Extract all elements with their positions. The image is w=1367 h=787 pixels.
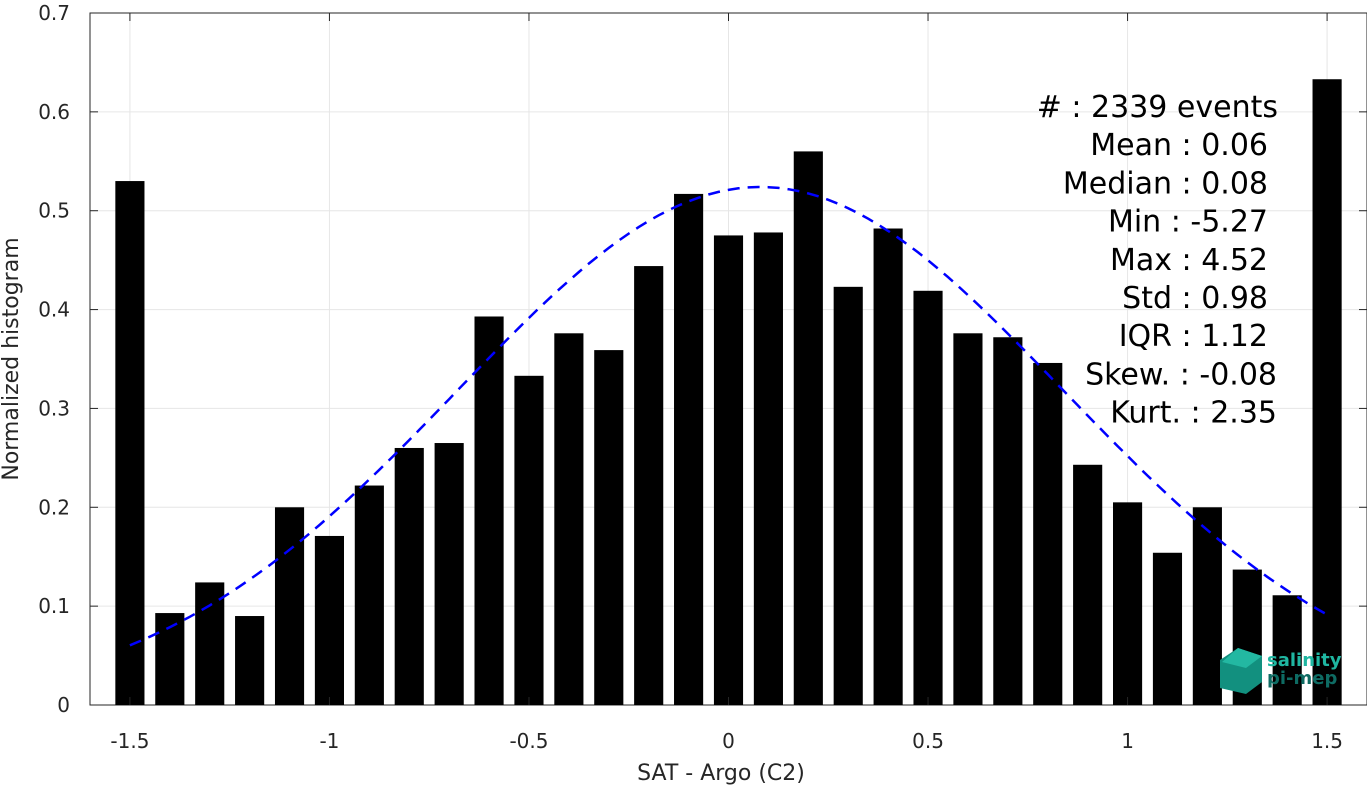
bar-13 [634, 266, 664, 705]
bars-group [115, 79, 1342, 706]
stat-line-0: # : 2339 events [1037, 90, 1278, 125]
bar-5 [314, 535, 345, 705]
y-tick-label-3: 0.3 [38, 396, 70, 420]
bar-16 [753, 232, 783, 705]
bar-17 [793, 151, 823, 705]
x-tick-label-4: 0.5 [912, 729, 944, 753]
bar-19 [873, 228, 903, 705]
bar-15 [713, 235, 744, 705]
stat-line-3: Min : -5.27 [1108, 205, 1268, 240]
y-tick-label-6: 0.6 [38, 100, 70, 124]
y-tick-label-4: 0.4 [38, 298, 70, 322]
bar-12 [594, 350, 624, 705]
bar-11 [554, 333, 584, 705]
x-axis-label: SAT - Argo (C2) [637, 761, 805, 786]
stat-line-6: IQR : 1.12 [1119, 319, 1268, 354]
y-axis-label: Normalized histogram [0, 237, 24, 480]
bar-30 [1312, 79, 1342, 706]
y-tick-label-5: 0.5 [38, 199, 70, 223]
stat-line-8: Kurt. : 2.35 [1110, 396, 1277, 431]
bar-22 [993, 337, 1023, 705]
bar-24 [1073, 464, 1103, 705]
y-axis-ticks: 0 0.1 0.2 0.3 0.4 0.5 0.6 0.7 [38, 1, 1367, 717]
bar-9 [474, 316, 504, 705]
bar-14 [674, 193, 704, 705]
x-tick-label-5: 1 [1121, 729, 1134, 753]
y-tick-label-2: 0.2 [38, 495, 70, 519]
bar-3 [235, 616, 265, 705]
bar-0 [115, 181, 145, 706]
x-axis-ticks: -1.5 -1 -0.5 0 0.5 1 1.5 [110, 13, 1343, 753]
x-tick-label-2: -0.5 [509, 729, 548, 753]
bar-20 [913, 290, 943, 705]
logo-text-line2: pi-mep [1267, 668, 1337, 689]
stat-line-2: Median : 0.08 [1063, 166, 1268, 201]
stat-line-5: Std : 0.98 [1122, 281, 1268, 316]
bar-23 [1033, 362, 1063, 705]
bar-6 [354, 485, 384, 705]
x-tick-label-6: 1.5 [1311, 729, 1343, 753]
bar-18 [833, 286, 863, 705]
logo-cube-face [1222, 648, 1262, 668]
bar-4 [274, 507, 305, 705]
logo-text-line1: salinity [1267, 650, 1342, 671]
stat-line-7: Skew. : -0.08 [1085, 357, 1277, 392]
bar-21 [953, 333, 983, 705]
bar-8 [434, 443, 464, 705]
bar-7 [394, 447, 424, 705]
x-tick-label-3: 0 [722, 729, 735, 753]
y-tick-label-0: 0 [57, 693, 70, 717]
bar-29 [1272, 595, 1302, 705]
salinity-pimep-logo: salinity pi-mep [1220, 648, 1342, 694]
bar-27 [1192, 507, 1222, 705]
bar-26 [1152, 552, 1183, 705]
x-tick-label-0: -1.5 [110, 729, 149, 753]
bar-10 [514, 375, 544, 705]
bar-25 [1112, 502, 1143, 705]
y-tick-label-7: 0.7 [38, 1, 70, 25]
x-tick-label-1: -1 [319, 729, 339, 753]
normal-fit-curve [129, 185, 1328, 647]
grid-lines [90, 12, 1367, 706]
y-tick-label-1: 0.1 [38, 594, 70, 618]
stat-line-1: Mean : 0.06 [1090, 128, 1268, 163]
bar-2 [195, 582, 225, 705]
stat-line-4: Max : 4.52 [1110, 243, 1268, 278]
